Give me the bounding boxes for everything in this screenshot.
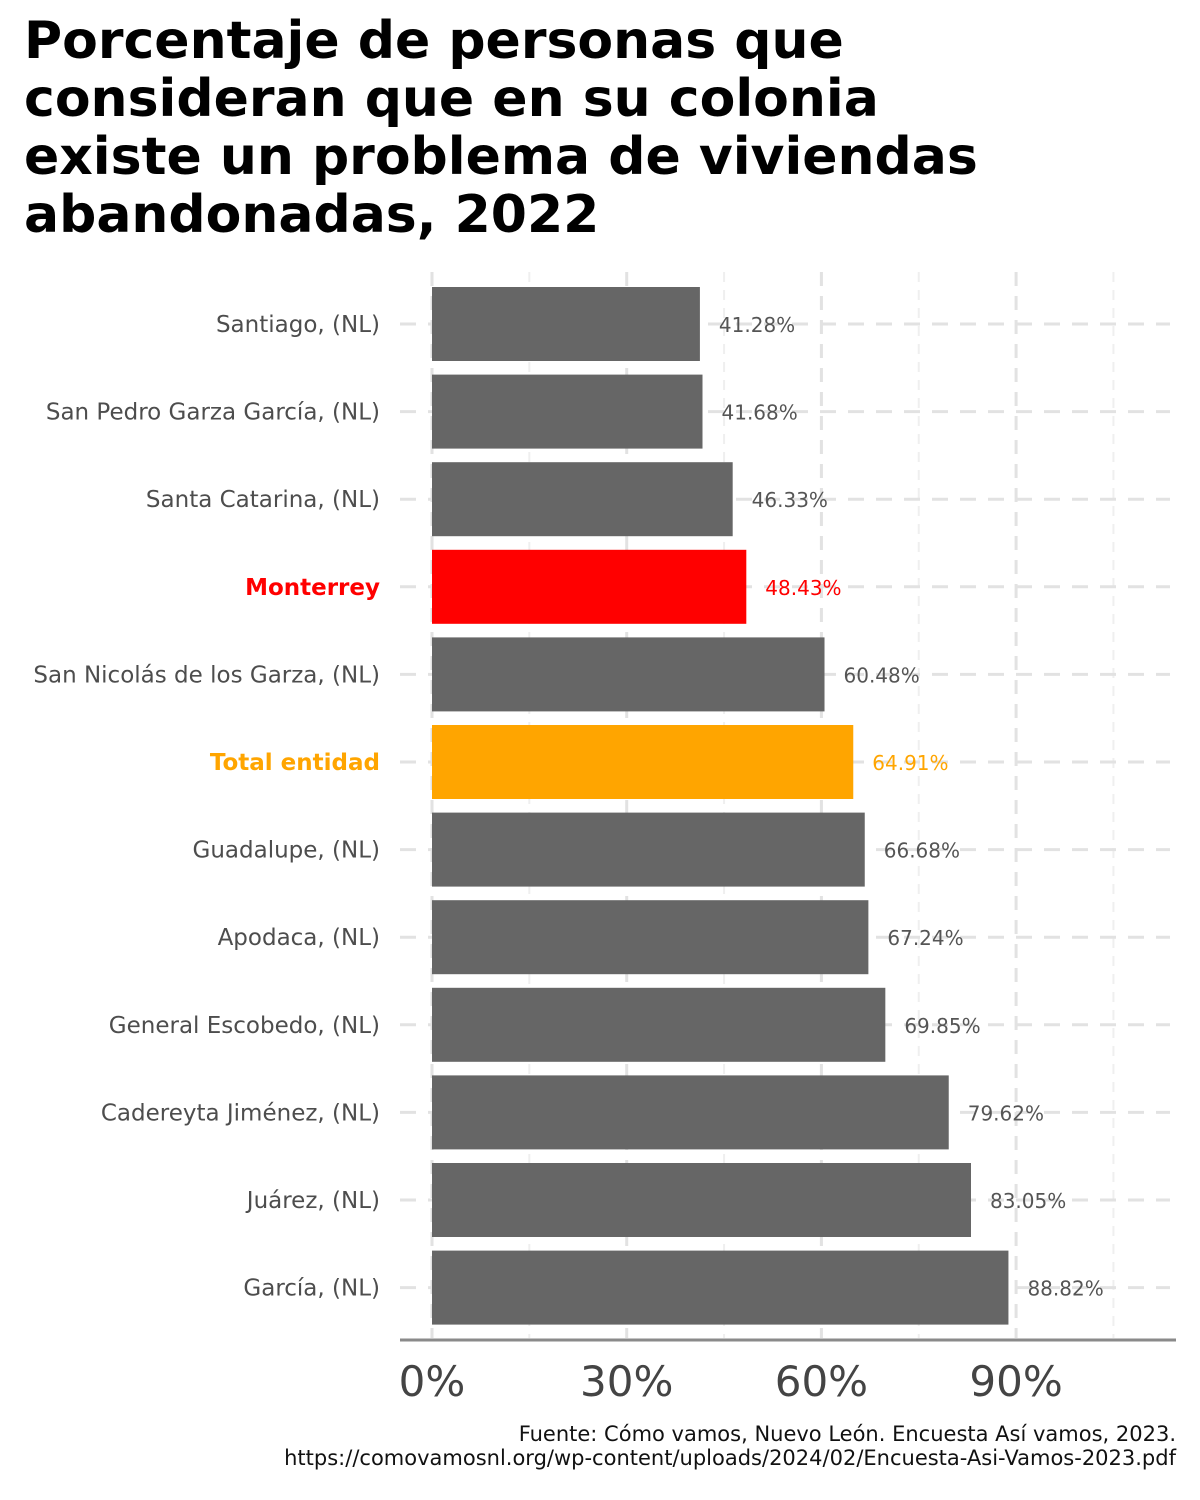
bar — [432, 1163, 971, 1237]
category-label: Total entidad — [210, 750, 380, 776]
value-label: 48.43% — [765, 576, 841, 600]
bar — [432, 1075, 949, 1150]
bar — [432, 812, 865, 887]
value-label: 67.24% — [887, 926, 963, 950]
bar — [432, 1250, 1009, 1325]
value-label: 46.33% — [752, 488, 828, 512]
bar — [432, 549, 747, 624]
chart-title-line: existe un problema de viviendas — [24, 127, 978, 187]
value-label: 66.68% — [884, 839, 960, 863]
grid-lines — [400, 272, 1170, 1338]
value-label: 79.62% — [968, 1101, 1044, 1125]
x-tick-label: 90% — [969, 1357, 1062, 1406]
x-tick-label: 60% — [775, 1357, 868, 1406]
value-label: 69.85% — [904, 1014, 980, 1038]
x-tick-label: 0% — [399, 1357, 466, 1406]
category-label: Juárez, (NL) — [245, 1188, 380, 1214]
chart-title-line: Porcentaje de personas que — [24, 11, 844, 71]
bar — [432, 462, 733, 537]
source-url: https://comovamosnl.org/wp-content/uploa… — [284, 1446, 1176, 1470]
value-label: 83.05% — [990, 1189, 1066, 1213]
value-label: 88.82% — [1027, 1277, 1103, 1301]
bar — [432, 287, 700, 361]
bar — [432, 987, 886, 1062]
bar — [432, 725, 854, 799]
category-label: Santiago, (NL) — [216, 312, 380, 338]
category-label: Guadalupe, (NL) — [193, 838, 381, 864]
chart-title-line: abandonadas, 2022 — [24, 185, 600, 245]
value-label: 64.91% — [872, 751, 948, 775]
x-axis: 0% 30% 60% 90% — [399, 1338, 1176, 1406]
bar — [432, 374, 703, 449]
value-label: 60.48% — [844, 663, 920, 687]
bar — [432, 637, 825, 712]
source-line: Fuente: Cómo vamos, Nuevo León. Encuesta… — [518, 1422, 1176, 1446]
category-label: General Escobedo, (NL) — [109, 1013, 380, 1039]
category-label: Monterrey — [245, 575, 380, 601]
category-label: Apodaca, (NL) — [218, 925, 380, 951]
value-label: 41.68% — [722, 401, 798, 425]
chart-title: Porcentaje de personas que consideran qu… — [24, 12, 1124, 244]
bar — [432, 900, 869, 975]
x-tick-label: 30% — [580, 1357, 673, 1406]
bars: Santiago, (NL) 41.28% San Pedro Garza Garc… — [33, 287, 1104, 1325]
category-label: San Pedro Garza García, (NL) — [46, 400, 380, 426]
source-caption: Fuente: Cómo vamos, Nuevo León. Encuesta… — [284, 1422, 1176, 1470]
category-label: Santa Catarina, (NL) — [146, 487, 380, 513]
category-label: San Nicolás de los Garza, (NL) — [33, 662, 380, 688]
chart-title-line: consideran que en su colonia — [24, 69, 879, 129]
value-label: 41.28% — [719, 313, 795, 337]
category-label: Cadereyta Jiménez, (NL) — [101, 1100, 380, 1126]
category-label: García, (NL) — [243, 1276, 380, 1302]
